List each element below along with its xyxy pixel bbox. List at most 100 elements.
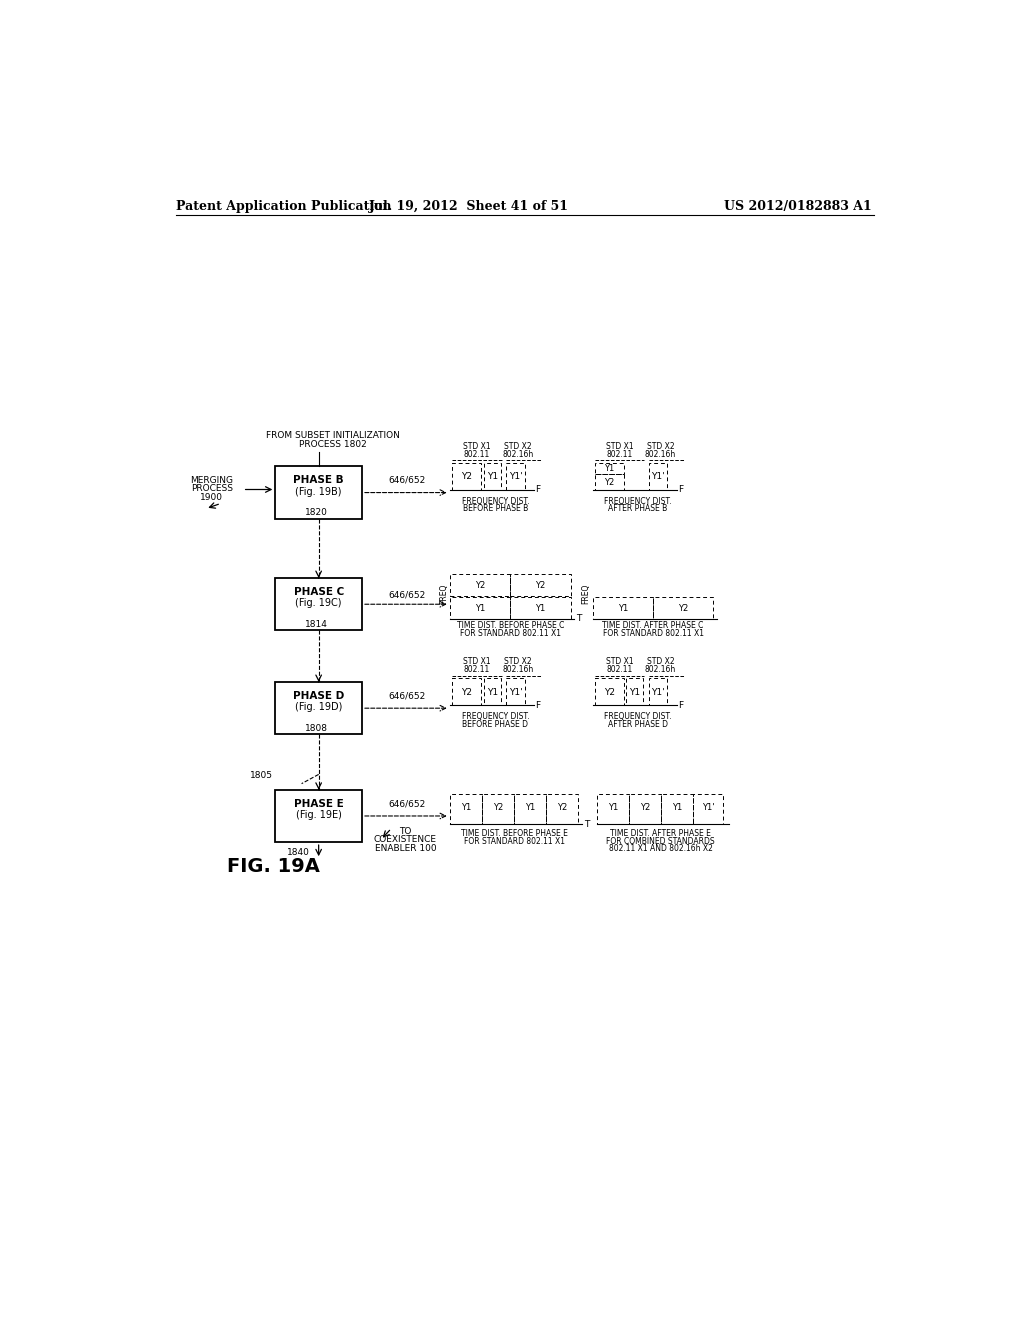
Bar [451,598,510,619]
Text: Y2: Y2 [461,473,472,480]
Bar [275,682,362,734]
Text: ENABLER 100: ENABLER 100 [375,843,436,853]
Text: FREQUENCY DIST.: FREQUENCY DIST. [604,496,672,506]
Text: STD X2: STD X2 [646,657,674,667]
Text: TIME DIST. BEFORE PHASE C: TIME DIST. BEFORE PHASE C [457,622,564,630]
Text: BEFORE PHASE B: BEFORE PHASE B [463,504,528,513]
Text: Y1: Y1 [525,803,536,812]
Text: (Fig. 19D): (Fig. 19D) [295,702,342,713]
Text: STD X1: STD X1 [463,657,490,667]
Text: 1808: 1808 [305,723,328,733]
Text: PROCESS 1802: PROCESS 1802 [299,440,367,449]
Text: BEFORE PHASE D: BEFORE PHASE D [463,719,528,729]
Text: STD X2: STD X2 [646,442,674,451]
Text: FOR COMBINED STANDARDS: FOR COMBINED STANDARDS [606,837,715,846]
Bar [275,578,362,631]
Text: FOR STANDARD 802.11 X1: FOR STANDARD 802.11 X1 [464,837,565,846]
Text: TIME DIST. BEFORE PHASE E: TIME DIST. BEFORE PHASE E [461,829,567,838]
Bar [452,678,481,705]
Bar [451,574,510,595]
Bar [593,598,653,619]
Text: Y2: Y2 [604,478,614,487]
Text: 802.16h: 802.16h [502,665,534,675]
Text: US 2012/0182883 A1: US 2012/0182883 A1 [724,199,872,213]
Text: STD X2: STD X2 [504,657,531,667]
Bar [452,462,481,490]
Text: 802.11: 802.11 [464,450,489,458]
Bar [597,793,629,825]
Text: AFTER PHASE D: AFTER PHASE D [608,719,668,729]
Text: Y1: Y1 [475,603,485,612]
Bar [595,462,624,474]
Bar [275,789,362,842]
Bar [693,793,723,825]
Text: Y2: Y2 [494,803,504,812]
Bar [510,598,570,619]
Text: Y1': Y1' [702,803,715,812]
Text: Y1: Y1 [461,803,471,812]
Text: Y1: Y1 [536,603,546,612]
Text: 1900: 1900 [201,492,223,502]
Text: 646/652: 646/652 [388,590,426,599]
Text: FREQUENCY DIST.: FREQUENCY DIST. [462,713,529,721]
Bar [482,793,514,825]
Text: TIME DIST. AFTER PHASE C: TIME DIST. AFTER PHASE C [602,622,703,630]
Text: 802.16h: 802.16h [502,450,534,458]
Text: PHASE E: PHASE E [294,799,343,809]
Text: Y1': Y1' [651,473,665,480]
Text: 646/652: 646/652 [388,692,426,701]
Bar [483,678,501,705]
Text: PROCESS: PROCESS [190,484,232,494]
Text: PHASE C: PHASE C [294,587,344,597]
Text: T: T [577,614,582,623]
Bar [510,574,570,595]
Bar [514,793,547,825]
Text: Y2: Y2 [536,581,546,590]
Text: 646/652: 646/652 [388,799,426,808]
Text: 1805: 1805 [251,771,273,780]
Text: FREQ: FREQ [439,583,447,603]
Text: 1820: 1820 [305,508,328,517]
Bar [275,466,362,519]
Text: F: F [536,701,541,710]
Text: (Fig. 19B): (Fig. 19B) [295,487,342,496]
Text: Y1: Y1 [617,603,628,612]
Bar [627,678,643,705]
Text: Y2: Y2 [678,603,688,612]
Text: (Fig. 19C): (Fig. 19C) [295,598,342,609]
Text: 802.16h: 802.16h [645,450,676,458]
Bar [660,793,693,825]
Text: Y1: Y1 [604,465,614,473]
Text: Y2: Y2 [640,803,650,812]
Text: Y1': Y1' [509,473,522,480]
Text: 802.16h: 802.16h [645,665,676,675]
Text: TO: TO [399,826,412,836]
Text: STD X1: STD X1 [463,442,490,451]
Text: STD X2: STD X2 [504,442,531,451]
Text: STD X1: STD X1 [605,442,633,451]
Bar [506,462,524,490]
Text: Y1: Y1 [672,803,682,812]
Bar [595,474,624,490]
Text: F: F [678,484,683,494]
Bar [506,678,524,705]
Text: FOR STANDARD 802.11 X1: FOR STANDARD 802.11 X1 [602,630,703,638]
Text: Y1: Y1 [486,473,498,480]
Text: Y2: Y2 [557,803,567,812]
Bar [649,462,668,490]
Text: Y1: Y1 [486,688,498,697]
Text: FIG. 19A: FIG. 19A [227,857,321,876]
Text: 802.11: 802.11 [606,450,633,458]
Bar [595,678,624,705]
Bar [653,598,713,619]
Bar [451,793,482,825]
Bar [649,678,668,705]
Text: Y1': Y1' [651,688,665,697]
Text: 802.11 X1 AND 802.16h X2: 802.11 X1 AND 802.16h X2 [609,843,713,853]
Text: TIME DIST. AFTER PHASE E: TIME DIST. AFTER PHASE E [610,829,712,838]
Text: MERGING: MERGING [190,475,233,484]
Text: Jul. 19, 2012  Sheet 41 of 51: Jul. 19, 2012 Sheet 41 of 51 [369,199,569,213]
Text: STD X1: STD X1 [605,657,633,667]
Text: 802.11: 802.11 [464,665,489,675]
Text: 802.11: 802.11 [606,665,633,675]
